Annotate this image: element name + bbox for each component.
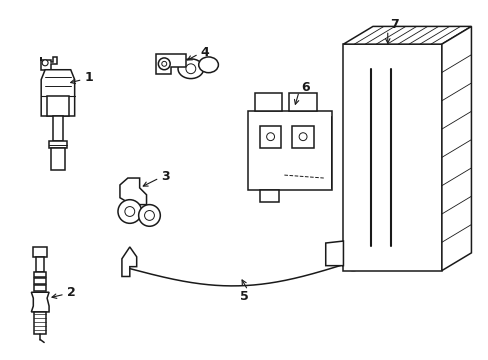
Bar (289, 93, 316, 111)
Text: 2: 2 (67, 286, 75, 299)
Text: 5: 5 (239, 290, 248, 303)
Circle shape (346, 250, 360, 264)
Polygon shape (122, 247, 137, 276)
Text: 3: 3 (161, 170, 170, 183)
Bar (51, 148, 65, 170)
Bar (34, 312, 46, 334)
Bar (247, 111, 331, 190)
Circle shape (266, 133, 274, 141)
Circle shape (162, 61, 166, 66)
Bar (259, 190, 279, 202)
Bar (34, 278, 46, 284)
Bar (292, 126, 313, 148)
Bar (33, 247, 47, 257)
Polygon shape (343, 26, 470, 44)
Bar (34, 285, 46, 291)
Circle shape (139, 204, 160, 226)
Polygon shape (41, 57, 57, 70)
Polygon shape (41, 70, 75, 116)
Polygon shape (31, 292, 49, 312)
Circle shape (118, 200, 142, 223)
Text: 4: 4 (200, 45, 209, 59)
Circle shape (158, 58, 170, 70)
Ellipse shape (178, 59, 203, 78)
Bar (259, 126, 281, 148)
Bar (36, 257, 44, 271)
Text: 6: 6 (301, 81, 309, 94)
Polygon shape (325, 241, 343, 266)
Bar (53, 116, 63, 141)
Circle shape (124, 207, 135, 216)
Circle shape (42, 60, 48, 66)
Bar (47, 96, 69, 116)
Circle shape (144, 211, 154, 220)
Circle shape (185, 64, 195, 74)
Polygon shape (120, 178, 146, 204)
Bar (254, 93, 282, 111)
Polygon shape (441, 26, 470, 271)
Polygon shape (156, 54, 185, 74)
Text: 7: 7 (389, 18, 398, 31)
Bar (49, 141, 67, 148)
Text: 1: 1 (84, 71, 93, 84)
Circle shape (299, 133, 306, 141)
Ellipse shape (198, 57, 218, 73)
Bar (343, 44, 441, 271)
Circle shape (339, 243, 366, 271)
Bar (34, 271, 46, 278)
